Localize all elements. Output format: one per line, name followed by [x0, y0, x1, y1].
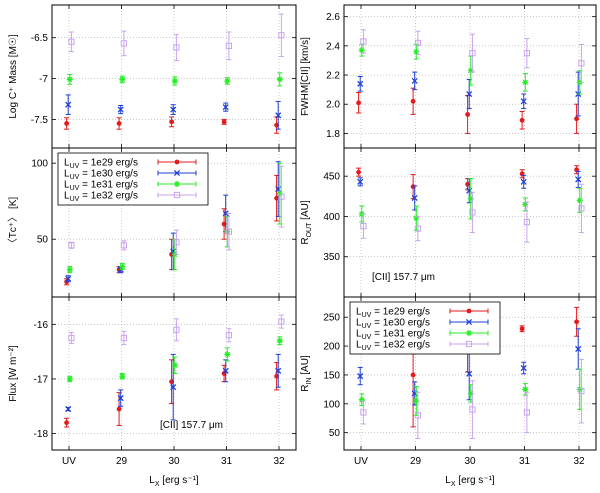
point: [67, 376, 73, 382]
point: [467, 309, 472, 314]
y-tick-label: 2.0: [326, 100, 340, 111]
point: [64, 121, 69, 126]
point: [119, 264, 125, 270]
x-tick-label: 29: [116, 456, 128, 467]
point: [172, 362, 178, 368]
x-tick-label: 32: [273, 456, 285, 467]
panel-mass: -7.5 -7 -6.5 Log C⁺ Mass [M☉]: [8, 5, 296, 148]
point: [522, 386, 528, 392]
y-tick-label: -7: [39, 74, 48, 85]
point: [67, 76, 73, 82]
y-tick-label: 1.8: [326, 129, 340, 140]
y-tick-label: -16: [34, 320, 49, 331]
point: [465, 112, 470, 117]
y-axis-label: RIN [AU]: [300, 355, 313, 392]
point: [119, 76, 125, 82]
panel-flux: -18 -17 -16 UV 29 30 31 32 Flux [W m⁻²] LX [erg s…: [8, 297, 296, 488]
point: [277, 76, 283, 82]
y-axis-label: FWHM[CII] [km/s]: [300, 37, 311, 116]
series-0: [356, 166, 579, 199]
point: [466, 330, 472, 336]
panel-rin: 50 100 150 200 250 UV 29 30 31 32 RIN [AU] LX [erg …: [300, 297, 596, 488]
y-tick-label: 50: [329, 428, 341, 439]
y-tick-label: -17: [34, 374, 49, 385]
panel-rout: 350 400 450 ROUT [AU] [CII] 157.7 μm: [300, 148, 596, 297]
point: [64, 420, 69, 425]
point: [117, 407, 122, 412]
series-2: [359, 44, 583, 94]
y-tick-label: 350: [323, 252, 340, 263]
point: [574, 116, 579, 121]
y-tick-label: -6.5: [31, 33, 49, 44]
point: [574, 319, 579, 324]
x-tick-label: 32: [573, 456, 585, 467]
y-tick-label: -7.5: [31, 115, 49, 126]
x-axis-label: LX [erg s⁻¹]: [149, 475, 199, 488]
panel-tc: 50100〈Tᴄ⁺〉 [K]LUV = 1e29 erg/sLUV = 1e30…: [7, 148, 296, 297]
point: [224, 78, 230, 84]
point: [411, 99, 416, 104]
point: [175, 160, 180, 165]
x-tick-label: 30: [168, 456, 180, 467]
point: [356, 100, 361, 105]
y-axis-label: Flux [W m⁻²]: [8, 345, 19, 402]
y-tick-label: 2.4: [326, 41, 340, 52]
series-3: [69, 14, 284, 61]
panel-fwhm: 1.8 2.0 2.2 2.4 2.6 FWHM[CII] [km/s]: [300, 5, 596, 148]
series-3: [69, 315, 284, 345]
x-tick-label: UV: [62, 456, 76, 467]
series-3: [361, 30, 584, 83]
figure-svg: -7.5 -7 -6.5 Log C⁺ Mass [M☉] 1.8 2.0 2.2 2.4 2.…: [0, 0, 600, 493]
point: [222, 119, 227, 124]
annotation: [CII] 157.7 μm: [160, 420, 223, 431]
series-3: [361, 184, 584, 242]
y-tick-label: 150: [323, 370, 340, 381]
point: [172, 78, 178, 84]
series-2: [67, 73, 283, 86]
point: [520, 118, 525, 123]
y-tick-label: 50: [37, 235, 49, 246]
x-tick-label: UV: [354, 456, 368, 467]
point: [224, 351, 230, 357]
y-tick-label: 200: [323, 342, 340, 353]
series-1: [358, 72, 581, 116]
series-1: [358, 171, 581, 210]
y-tick-label: 2.2: [326, 71, 340, 82]
y-tick-label: 450: [323, 172, 340, 183]
annotation: [CII] 157.7 μm: [372, 272, 435, 283]
x-axis-label: LX [erg s⁻¹]: [445, 475, 495, 488]
x-tick-label: 29: [410, 456, 422, 467]
point: [119, 373, 125, 379]
y-axis-label: ROUT [AU]: [300, 200, 313, 244]
point: [67, 267, 73, 273]
point: [356, 170, 361, 175]
series-0: [64, 360, 279, 427]
y-axis-label: Log C⁺ Mass [M☉]: [8, 34, 19, 118]
point: [522, 79, 528, 85]
y-tick-label: -18: [34, 429, 49, 440]
series-2: [67, 337, 283, 382]
point: [277, 338, 283, 344]
point: [411, 373, 416, 378]
y-tick-label: 100: [323, 399, 340, 410]
point: [169, 119, 174, 124]
y-tick-label: 2.6: [326, 12, 340, 23]
series-3: [361, 359, 584, 438]
series-0: [64, 117, 279, 133]
point: [174, 181, 180, 187]
x-tick-label: 31: [519, 456, 531, 467]
y-tick-label: 100: [31, 159, 48, 170]
series-2: [359, 179, 583, 231]
y-tick-label: 400: [323, 212, 340, 223]
y-axis-label: 〈Tᴄ⁺〉 [K]: [7, 197, 19, 249]
point: [117, 121, 122, 126]
x-tick-label: 31: [221, 456, 233, 467]
y-tick-label: 250: [323, 313, 340, 324]
series-1: [66, 95, 281, 129]
point: [520, 326, 525, 331]
x-tick-label: 30: [464, 456, 476, 467]
